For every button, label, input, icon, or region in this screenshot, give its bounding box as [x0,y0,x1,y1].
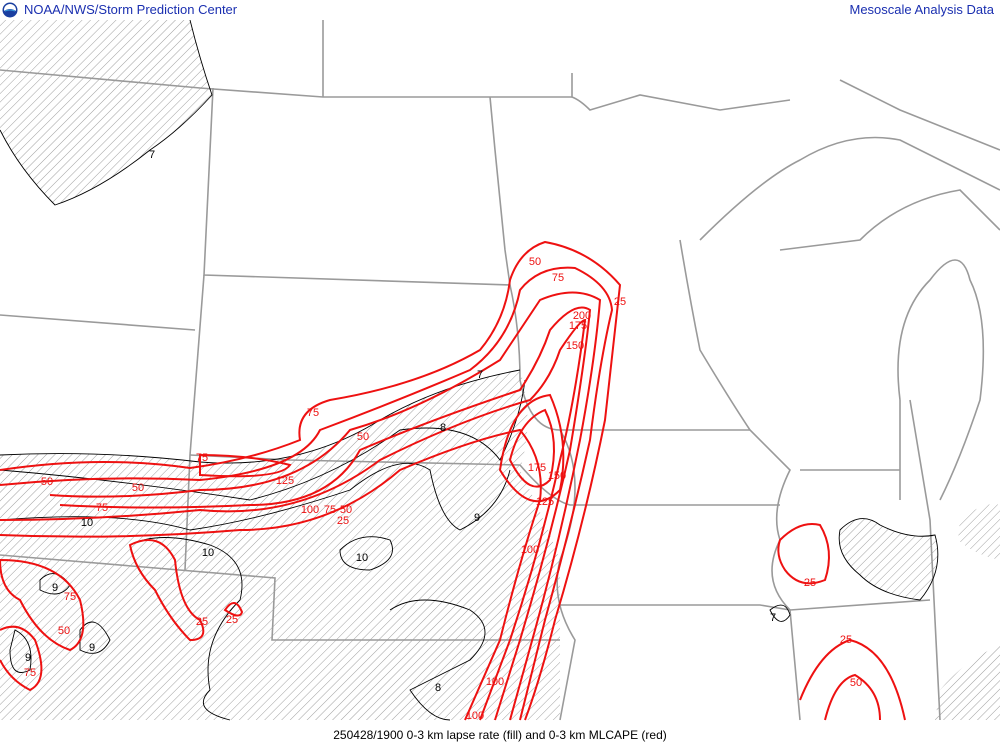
contour-label: 175 [569,320,587,332]
contour-label: 9 [474,512,480,524]
noaa-logo-icon [2,2,18,18]
contour-label: 175 [528,462,546,474]
contour-label: 50 [850,677,862,689]
contour-label: 7 [149,149,155,161]
contour-label: 7 [477,369,483,381]
contour-label: 75 [64,591,76,603]
mlcape-labels: 50 75 25 200 175 150 75 50 75 50 50 125 … [24,256,862,721]
contour-label: 100 [486,676,504,688]
map-caption: 250428/1900 0-3 km lapse rate (fill) and… [0,721,1000,750]
contour-label: 75 [324,504,336,516]
mlcape-contours [0,240,906,721]
contour-label: 50 [132,482,144,494]
contour-label: 9 [89,642,95,654]
contour-label: 7 [770,612,776,624]
contour-label: 100 [466,710,484,721]
contour-label: 25 [196,616,208,628]
contour-label: 100 [521,544,539,556]
contour-label: 10 [81,517,93,529]
contour-label: 125 [536,496,554,508]
lapse-rate-fill [0,20,1000,720]
contour-label: 150 [548,470,566,482]
contour-label: 25 [337,515,349,527]
contour-label: 25 [614,296,626,308]
lapse-rate-contours [0,20,939,721]
contour-label: 50 [340,504,352,516]
contour-label: 100 [301,504,319,516]
contour-label: 75 [552,272,564,284]
map: 7 7 8 9 10 10 10 9 9 9 8 7 50 75 25 200 … [0,20,1000,721]
contour-label: 75 [24,667,36,679]
contour-label: 25 [840,634,852,646]
contour-label: 75 [96,502,108,514]
contour-label: 125 [276,475,294,487]
contour-label: 8 [435,682,441,694]
lapse-rate-labels: 7 7 8 9 10 10 10 9 9 9 8 7 [25,149,776,694]
contour-label: 9 [52,582,58,594]
contour-label: 9 [25,652,31,664]
header-title: NOAA/NWS/Storm Prediction Center [24,2,238,17]
contour-label: 200 [573,310,591,322]
contour-label: 50 [357,431,369,443]
contour-label: 50 [58,625,70,637]
contour-label: 10 [356,552,368,564]
contour-label: 50 [529,256,541,268]
contour-label: 25 [226,614,238,626]
header: NOAA/NWS/Storm Prediction Center Mesosca… [0,0,1000,20]
contour-label: 8 [440,422,446,434]
product-title: Mesoscale Analysis Data [849,2,994,17]
contour-label: 10 [202,547,214,559]
contour-label: 75 [307,407,319,419]
contour-label: 25 [804,577,816,589]
contour-label: 75 [196,452,208,464]
contour-label: 50 [41,476,53,488]
contour-label: 150 [566,340,584,352]
